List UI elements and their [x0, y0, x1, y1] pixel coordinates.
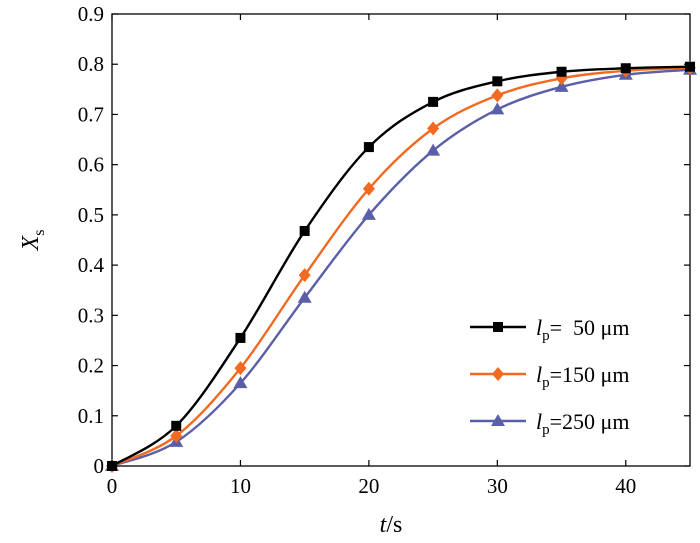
- data-point: [297, 290, 312, 303]
- x-tick-label: 30: [487, 474, 508, 498]
- data-point: [298, 268, 311, 283]
- y-tick-label: 0.4: [78, 253, 105, 277]
- data-point: [428, 96, 439, 107]
- data-point: [554, 79, 569, 92]
- series-line: [111, 68, 691, 468]
- axes-layer: 0 10 20 30 40 0 0.1 0.2 0.3 0.4 0.5 0.6 0.7 0.8 0.9: [78, 2, 690, 498]
- data-point: [490, 102, 505, 115]
- legend-item: lp=150 μm: [470, 362, 629, 391]
- legend: lp= 50 μm lp=150 μm lp=250 μm: [470, 315, 629, 438]
- data-point: [233, 376, 248, 389]
- x-tick-label: 20: [358, 474, 379, 498]
- data-point: [685, 61, 695, 72]
- data-point: [171, 420, 182, 431]
- data-point: [492, 76, 503, 87]
- legend-marker: [492, 367, 504, 381]
- data-point: [556, 66, 567, 77]
- y-tick-label: 0: [94, 454, 105, 478]
- data-point: [620, 63, 631, 74]
- series-line: [111, 65, 691, 468]
- x-tick-label: 10: [230, 474, 251, 498]
- data-point: [363, 142, 374, 153]
- legend-item: lp= 50 μm: [470, 315, 629, 344]
- axis-labels: t/s Xs: [18, 230, 402, 538]
- y-tick-label: 0.7: [78, 102, 104, 126]
- data-point: [299, 225, 310, 236]
- series-line: [111, 66, 691, 468]
- y-axis-label: Xs: [18, 230, 48, 252]
- y-tick-label: 0.6: [78, 153, 104, 177]
- y-tick-label: 0.9: [78, 2, 104, 26]
- series-layer: [105, 60, 697, 473]
- plot-frame: [111, 13, 691, 467]
- legend-marker: [491, 414, 505, 426]
- legend-label: lp= 50 μm: [536, 315, 629, 344]
- data-point: [427, 121, 440, 136]
- x-tick-label: 40: [615, 474, 636, 498]
- y-tick-label: 0.5: [78, 203, 104, 227]
- legend-item: lp=250 μm: [470, 409, 629, 438]
- series-1: [107, 61, 695, 471]
- legend-label: lp=250 μm: [536, 409, 629, 438]
- data-point: [362, 181, 375, 196]
- data-point: [235, 332, 246, 343]
- data-point: [234, 361, 247, 376]
- y-tick-label: 0.3: [78, 303, 104, 327]
- plot-area: [111, 13, 691, 467]
- x-tick-label: 0: [107, 474, 118, 498]
- y-tick-label: 0.1: [78, 404, 104, 428]
- data-point: [361, 207, 376, 220]
- y-tick-label: 0.2: [78, 354, 104, 378]
- data-point: [426, 143, 441, 156]
- legend-label: lp=150 μm: [536, 362, 629, 391]
- data-point: [170, 428, 183, 443]
- legend-marker: [493, 322, 503, 332]
- y-tick-label: 0.8: [78, 52, 104, 76]
- x-axis-label: t/s: [380, 512, 403, 538]
- data-point: [491, 88, 504, 103]
